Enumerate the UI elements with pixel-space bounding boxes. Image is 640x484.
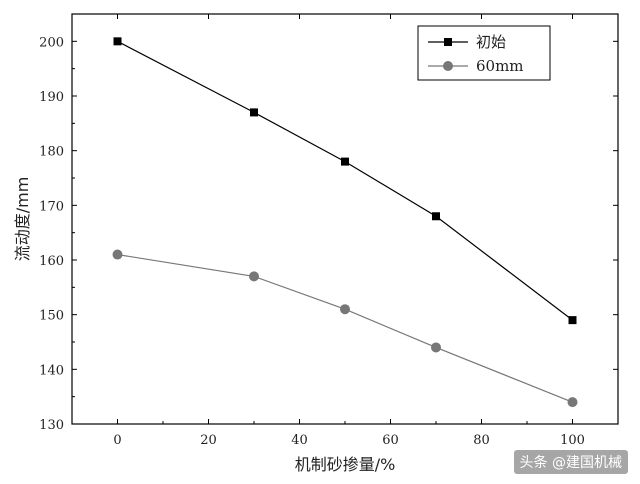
- series-1: [113, 37, 577, 325]
- data-point: [249, 271, 259, 282]
- legend-box: [417, 25, 551, 81]
- y-tick-label: 150: [39, 309, 64, 324]
- legend-label: 初始: [476, 33, 506, 51]
- x-tick-label: 100: [560, 433, 585, 448]
- x-tick-label: 40: [291, 433, 308, 448]
- legend-marker: [444, 38, 452, 46]
- y-tick-label: 130: [39, 418, 64, 433]
- legend-marker: [443, 61, 453, 71]
- series-layer: [112, 37, 578, 408]
- y-axis-title: 流动度/mm: [13, 177, 32, 262]
- y-tick-label: 170: [39, 199, 64, 214]
- y-tick-label: 160: [39, 254, 64, 269]
- data-point: [340, 304, 350, 315]
- legend: 初始 60mm: [417, 25, 551, 81]
- legend-item: 初始: [428, 33, 506, 51]
- data-point: [432, 212, 440, 221]
- series-line: [117, 253, 573, 403]
- watermark: 头条 @建国机械: [513, 450, 628, 474]
- y-axis-ticks: 130 140 150 160 170 180 190 200: [39, 35, 618, 433]
- y-tick-label: 140: [39, 363, 64, 378]
- x-axis-title: 机制砂掺量/%: [295, 455, 396, 474]
- y-tick-label: 180: [39, 145, 64, 160]
- data-point: [431, 342, 441, 353]
- data-point: [568, 316, 577, 325]
- legend-item: 60mm: [428, 57, 524, 75]
- y-tick-label: 190: [39, 90, 64, 105]
- data-point: [250, 108, 258, 117]
- x-tick-label: 80: [473, 433, 490, 448]
- data-point: [567, 397, 578, 408]
- x-tick-label: 60: [382, 433, 399, 448]
- series-2: [112, 249, 578, 408]
- y-tick-label: 200: [39, 35, 64, 50]
- series-line: [117, 40, 573, 321]
- x-tick-label: 20: [200, 433, 217, 448]
- x-tick-label: 0: [113, 433, 121, 448]
- data-point: [112, 249, 123, 260]
- x-axis-ticks: 0 20 40 60 80 100: [113, 14, 585, 448]
- legend-label: 60mm: [476, 57, 524, 75]
- data-point: [341, 157, 349, 166]
- data-point: [113, 37, 122, 46]
